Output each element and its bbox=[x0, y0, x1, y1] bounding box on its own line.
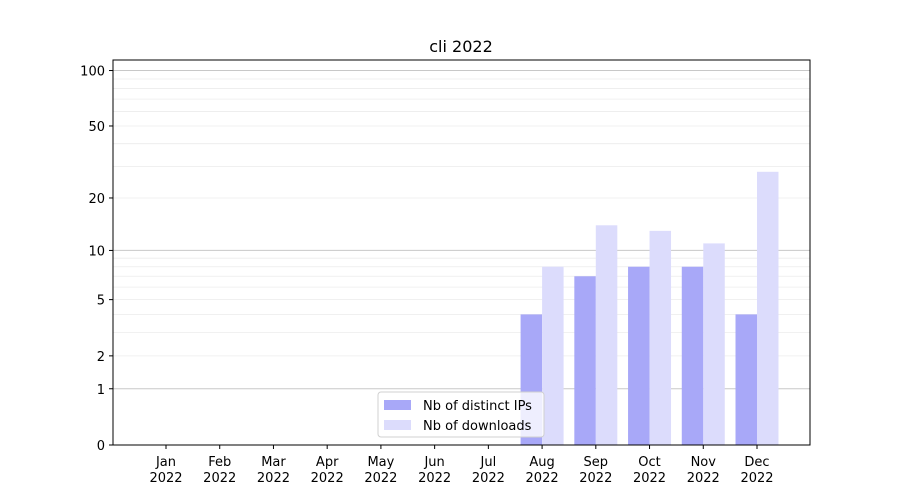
x-tick-label: Mar 2022 bbox=[257, 455, 290, 486]
y-axis: 0 1 2 5 10 20 50 100 bbox=[80, 65, 113, 454]
legend-swatch bbox=[384, 420, 411, 430]
x-tick-label: Sep 2022 bbox=[579, 455, 612, 486]
x-tick-label-line: 2022 bbox=[472, 471, 505, 486]
x-tick-label: Jan 2022 bbox=[149, 455, 182, 486]
x-tick-label-line: 2022 bbox=[257, 471, 290, 486]
x-tick-label: Aug 2022 bbox=[526, 455, 559, 486]
x-tick-label-line: 2022 bbox=[311, 471, 344, 486]
x-tick-label: Dec 2022 bbox=[740, 455, 773, 486]
y-tick-label: 10 bbox=[88, 244, 105, 259]
x-tick-label: Apr 2022 bbox=[311, 455, 344, 486]
grid bbox=[113, 70, 810, 390]
bars bbox=[520, 171, 779, 445]
x-tick-label-line: Dec bbox=[744, 455, 769, 470]
x-tick-label-line: 2022 bbox=[149, 471, 182, 486]
x-tick-label-line: Feb bbox=[208, 455, 231, 470]
x-tick-label-line: 2022 bbox=[687, 471, 720, 486]
x-tick-label-line: Nov bbox=[691, 455, 717, 470]
legend: Nb of distinct IPs Nb of downloads bbox=[377, 391, 545, 438]
x-tick-label-line: May bbox=[367, 455, 394, 470]
bar-distinct-ips bbox=[735, 314, 757, 445]
bar-distinct-ips bbox=[681, 266, 704, 445]
x-tick-label-line: 2022 bbox=[418, 471, 451, 486]
x-tick-label-line: 2022 bbox=[740, 471, 773, 486]
y-tick-label: 20 bbox=[88, 192, 105, 207]
bar-distinct-ips bbox=[574, 276, 596, 445]
legend-box bbox=[377, 391, 545, 438]
x-tick-label-line: Sep bbox=[584, 455, 609, 470]
x-tick-label: Nov 2022 bbox=[687, 455, 720, 486]
x-tick-label: Feb 2022 bbox=[203, 455, 236, 486]
bar-downloads bbox=[703, 243, 725, 445]
x-tick-label: Oct 2022 bbox=[633, 455, 666, 486]
x-tick-label-line: Oct bbox=[638, 455, 660, 470]
x-tick-label-line: Aug bbox=[529, 455, 554, 470]
legend-label: Nb of downloads bbox=[423, 419, 532, 434]
legend-label: Nb of distinct IPs bbox=[423, 399, 532, 414]
y-tick-label: 5 bbox=[97, 294, 105, 309]
x-tick-label: May 2022 bbox=[364, 455, 397, 486]
x-tick-label-line: Jul bbox=[480, 455, 497, 470]
x-tick-label-line: Apr bbox=[316, 455, 339, 470]
x-tick-label-line: Jan bbox=[155, 455, 176, 470]
x-tick-label: Jun 2022 bbox=[418, 455, 451, 486]
y-tick-label: 1 bbox=[97, 383, 105, 398]
bar-downloads bbox=[649, 230, 672, 445]
bar-distinct-ips bbox=[628, 266, 650, 445]
plot-frame bbox=[112, 59, 811, 446]
bar-downloads bbox=[757, 171, 779, 445]
y-tick-label: 2 bbox=[97, 350, 105, 365]
x-tick-label-line: 2022 bbox=[579, 471, 612, 486]
x-tick-label-line: 2022 bbox=[203, 471, 236, 486]
x-tick-label-line: Jun bbox=[423, 455, 444, 470]
y-tick-label: 0 bbox=[97, 439, 105, 454]
x-tick-label-line: 2022 bbox=[633, 471, 666, 486]
x-tick-label: Jul 2022 bbox=[472, 455, 505, 486]
chart-title: cli 2022 bbox=[429, 37, 493, 56]
legend-swatch bbox=[384, 400, 411, 410]
x-tick-label-line: 2022 bbox=[364, 471, 397, 486]
bar-downloads bbox=[542, 266, 564, 445]
bar-downloads bbox=[595, 225, 618, 445]
x-tick-label-line: 2022 bbox=[526, 471, 559, 486]
y-tick-label: 100 bbox=[80, 65, 105, 80]
y-tick-label: 50 bbox=[88, 120, 105, 135]
x-tick-label-line: Mar bbox=[261, 455, 286, 470]
